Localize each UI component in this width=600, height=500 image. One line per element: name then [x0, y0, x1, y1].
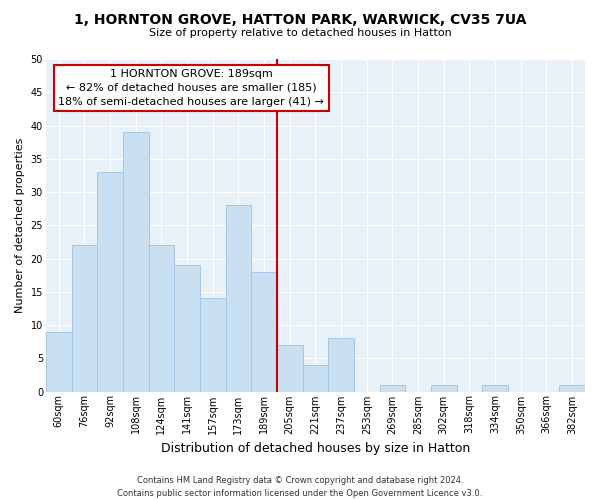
Bar	[431, 385, 457, 392]
Bar	[200, 298, 226, 392]
Text: 1 HORNTON GROVE: 189sqm
← 82% of detached houses are smaller (185)
18% of semi-d: 1 HORNTON GROVE: 189sqm ← 82% of detache…	[58, 69, 325, 107]
Bar	[46, 332, 71, 392]
Bar	[97, 172, 123, 392]
Bar	[277, 345, 302, 392]
Bar	[71, 245, 97, 392]
Bar	[380, 385, 405, 392]
Y-axis label: Number of detached properties: Number of detached properties	[15, 138, 25, 313]
Bar	[123, 132, 149, 392]
Text: Size of property relative to detached houses in Hatton: Size of property relative to detached ho…	[149, 28, 451, 38]
Bar	[149, 245, 174, 392]
Bar	[226, 206, 251, 392]
Bar	[559, 385, 585, 392]
Bar	[251, 272, 277, 392]
Bar	[174, 265, 200, 392]
Bar	[328, 338, 354, 392]
Bar	[482, 385, 508, 392]
Bar	[302, 365, 328, 392]
X-axis label: Distribution of detached houses by size in Hatton: Distribution of detached houses by size …	[161, 442, 470, 455]
Text: Contains HM Land Registry data © Crown copyright and database right 2024.
Contai: Contains HM Land Registry data © Crown c…	[118, 476, 482, 498]
Text: 1, HORNTON GROVE, HATTON PARK, WARWICK, CV35 7UA: 1, HORNTON GROVE, HATTON PARK, WARWICK, …	[74, 12, 526, 26]
